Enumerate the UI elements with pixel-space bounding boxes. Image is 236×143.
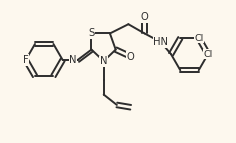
Text: O: O — [141, 12, 148, 22]
Text: Cl: Cl — [194, 34, 203, 43]
Text: HN: HN — [153, 37, 168, 47]
Text: S: S — [88, 28, 95, 38]
Text: N: N — [100, 56, 107, 66]
Text: Cl: Cl — [203, 50, 213, 59]
Text: O: O — [127, 51, 135, 61]
Text: N: N — [69, 55, 77, 65]
Text: F: F — [23, 55, 29, 65]
